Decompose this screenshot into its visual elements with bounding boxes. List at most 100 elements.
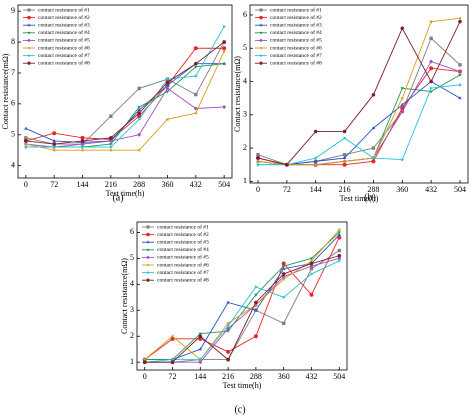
- data-point: [81, 145, 85, 149]
- data-point: [24, 136, 28, 140]
- x-tick-label: 216: [105, 180, 117, 189]
- legend-label: contact resistance of #8: [157, 276, 209, 283]
- data-point: [429, 79, 434, 84]
- data-point: [23, 139, 28, 143]
- data-point: [226, 349, 231, 354]
- x-tick-label: 288: [250, 372, 262, 381]
- data-point: [314, 156, 318, 160]
- data-point: [222, 40, 227, 44]
- y-tick-label: 8: [11, 37, 15, 46]
- y-tick-label: 1: [243, 176, 247, 185]
- data-point: [401, 157, 405, 162]
- x-axis-title: Test time(h): [340, 194, 379, 203]
- legend-marker: [146, 255, 150, 260]
- series-line: [144, 237, 340, 360]
- data-point: [457, 19, 462, 24]
- data-point: [343, 136, 347, 140]
- data-point: [137, 111, 142, 115]
- chart-panel: 1 2 3 4 5 6 0 72 144 216 288 360 432 504 Test time(h) C…: [120, 221, 348, 415]
- data-point: [80, 148, 84, 152]
- legend-marker: [259, 38, 263, 43]
- data-point: [165, 83, 170, 87]
- data-point: [338, 259, 342, 263]
- data-point: [23, 142, 27, 146]
- data-point: [166, 77, 170, 81]
- series-line: [25, 41, 225, 145]
- plot-frame: [249, 4, 469, 184]
- data-point: [108, 138, 113, 143]
- data-point: [309, 257, 314, 261]
- x-axis-title: Test time(h): [223, 381, 262, 390]
- data-point: [53, 145, 57, 149]
- x-tick-label: 72: [50, 180, 58, 189]
- data-point: [226, 330, 230, 334]
- data-point: [337, 254, 342, 258]
- caption: (a): [112, 192, 123, 203]
- x-tick-label: 432: [190, 180, 202, 189]
- legend-marker: [27, 15, 31, 20]
- data-point: [52, 142, 57, 146]
- data-point: [372, 156, 376, 160]
- data-point: [193, 61, 198, 66]
- x-tick-label: 504: [218, 180, 230, 189]
- legend-label: contact resistance of #6: [157, 261, 209, 268]
- x-tick-label: 216: [222, 372, 234, 381]
- data-point: [309, 261, 314, 266]
- x-axis-title: Test time(h): [106, 189, 145, 198]
- x-tick-label: 360: [278, 372, 290, 381]
- y-tick-label: 5: [11, 130, 15, 139]
- y-tick-label: 1: [130, 357, 134, 366]
- data-point: [137, 105, 141, 109]
- legend-marker: [146, 232, 150, 237]
- data-point: [458, 83, 462, 87]
- data-point: [457, 16, 461, 21]
- legend-marker: [259, 8, 263, 12]
- x-tick-label: 432: [305, 372, 317, 381]
- legend-label: contact resistance of #5: [157, 254, 209, 261]
- data-point: [342, 153, 347, 157]
- data-point: [199, 357, 203, 362]
- y-tick-label: 6: [243, 10, 247, 19]
- data-point: [138, 117, 142, 122]
- data-point: [313, 129, 318, 134]
- series-line: [144, 229, 340, 361]
- x-tick-label: 288: [367, 185, 379, 194]
- y-tick-label: 6: [11, 99, 15, 108]
- x-tick-label: 0: [256, 185, 260, 194]
- data-point: [108, 148, 112, 152]
- series-line: [257, 21, 461, 166]
- series-line: [258, 84, 461, 166]
- y-tick-label: 5: [243, 43, 247, 52]
- legend-label: contact resistance of #6: [38, 44, 90, 51]
- data-point: [342, 156, 347, 160]
- data-point: [80, 142, 85, 147]
- legend-label: contact resistance of #7: [270, 52, 322, 59]
- data-point: [337, 231, 342, 235]
- data-point: [222, 104, 227, 109]
- legend-marker: [260, 54, 263, 58]
- data-point: [52, 148, 56, 152]
- data-point: [281, 261, 286, 266]
- data-point: [313, 162, 317, 167]
- data-point: [193, 106, 198, 111]
- data-point: [458, 96, 462, 100]
- series-line: [257, 17, 461, 166]
- legend-marker: [259, 61, 263, 65]
- y-tick-label: 5: [130, 253, 134, 262]
- x-tick-label: 360: [161, 180, 173, 189]
- plot-frame: [17, 4, 233, 179]
- y-tick-label: 6: [130, 227, 134, 236]
- y-axis-title: Contact resistance(mΩ): [120, 258, 129, 334]
- x-tick-label: 0: [143, 372, 147, 381]
- data-point: [137, 132, 142, 137]
- data-point: [226, 357, 231, 362]
- x-tick-label: 504: [333, 372, 345, 381]
- data-point: [281, 266, 286, 270]
- data-point: [142, 360, 147, 364]
- data-point: [254, 285, 258, 289]
- data-point: [222, 62, 226, 66]
- data-point: [137, 86, 141, 91]
- legend-marker: [27, 23, 31, 27]
- data-point: [281, 272, 286, 276]
- data-point: [194, 92, 198, 97]
